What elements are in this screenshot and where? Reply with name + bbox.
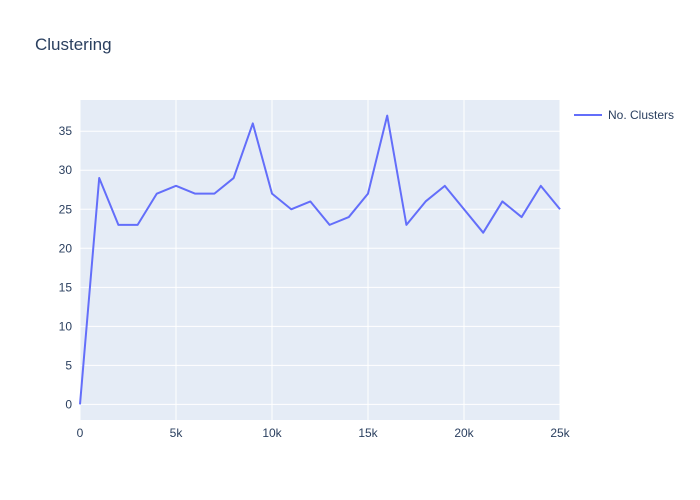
y-tick-label: 35 bbox=[59, 124, 73, 138]
data-point[interactable] bbox=[500, 199, 505, 204]
data-point[interactable] bbox=[462, 207, 467, 212]
x-tick-label: 0 bbox=[77, 426, 84, 440]
plot-background[interactable] bbox=[80, 100, 560, 420]
y-tick-label: 25 bbox=[59, 202, 73, 216]
x-tick-label: 25k bbox=[550, 426, 570, 440]
data-point[interactable] bbox=[346, 215, 351, 220]
data-point[interactable] bbox=[327, 222, 332, 227]
data-point[interactable] bbox=[558, 207, 563, 212]
chart-title: Clustering bbox=[35, 35, 112, 54]
series-layer bbox=[78, 113, 563, 407]
data-point[interactable] bbox=[442, 183, 447, 188]
data-point[interactable] bbox=[212, 191, 217, 196]
y-tick-label: 20 bbox=[59, 241, 73, 255]
legend-label-no-clusters[interactable]: No. Clusters bbox=[608, 108, 674, 122]
data-point[interactable] bbox=[366, 191, 371, 196]
data-point[interactable] bbox=[154, 191, 159, 196]
data-point[interactable] bbox=[423, 199, 428, 204]
data-point[interactable] bbox=[174, 183, 179, 188]
data-point[interactable] bbox=[116, 222, 121, 227]
data-point[interactable] bbox=[519, 215, 524, 220]
data-point[interactable] bbox=[97, 176, 102, 181]
grid-lines bbox=[79, 100, 561, 420]
data-point[interactable] bbox=[481, 230, 486, 235]
y-tick-label: 0 bbox=[65, 397, 72, 411]
data-point[interactable] bbox=[193, 191, 198, 196]
y-tick-label: 10 bbox=[59, 319, 73, 333]
data-point[interactable] bbox=[78, 402, 83, 407]
data-point[interactable] bbox=[231, 176, 236, 181]
series-line-no-clusters[interactable] bbox=[79, 114, 561, 405]
y-tick-label: 30 bbox=[59, 163, 73, 177]
data-point[interactable] bbox=[289, 207, 294, 212]
x-tick-label: 5k bbox=[170, 426, 184, 440]
legend[interactable]: No. Clusters bbox=[574, 108, 674, 122]
data-point[interactable] bbox=[308, 199, 313, 204]
x-axis-ticks: 0 5k 10k 15k 20k 25k bbox=[77, 426, 571, 440]
data-point[interactable] bbox=[135, 222, 140, 227]
y-tick-label: 15 bbox=[59, 280, 73, 294]
x-tick-label: 10k bbox=[262, 426, 282, 440]
data-point[interactable] bbox=[404, 222, 409, 227]
data-point[interactable] bbox=[270, 191, 275, 196]
data-point[interactable] bbox=[250, 121, 255, 126]
y-tick-label: 5 bbox=[65, 358, 72, 372]
x-tick-label: 20k bbox=[454, 426, 474, 440]
y-axis-ticks: 0 5 10 15 20 25 30 35 bbox=[59, 124, 73, 411]
data-point[interactable] bbox=[538, 183, 543, 188]
data-point[interactable] bbox=[385, 113, 390, 118]
x-tick-label: 15k bbox=[358, 426, 378, 440]
